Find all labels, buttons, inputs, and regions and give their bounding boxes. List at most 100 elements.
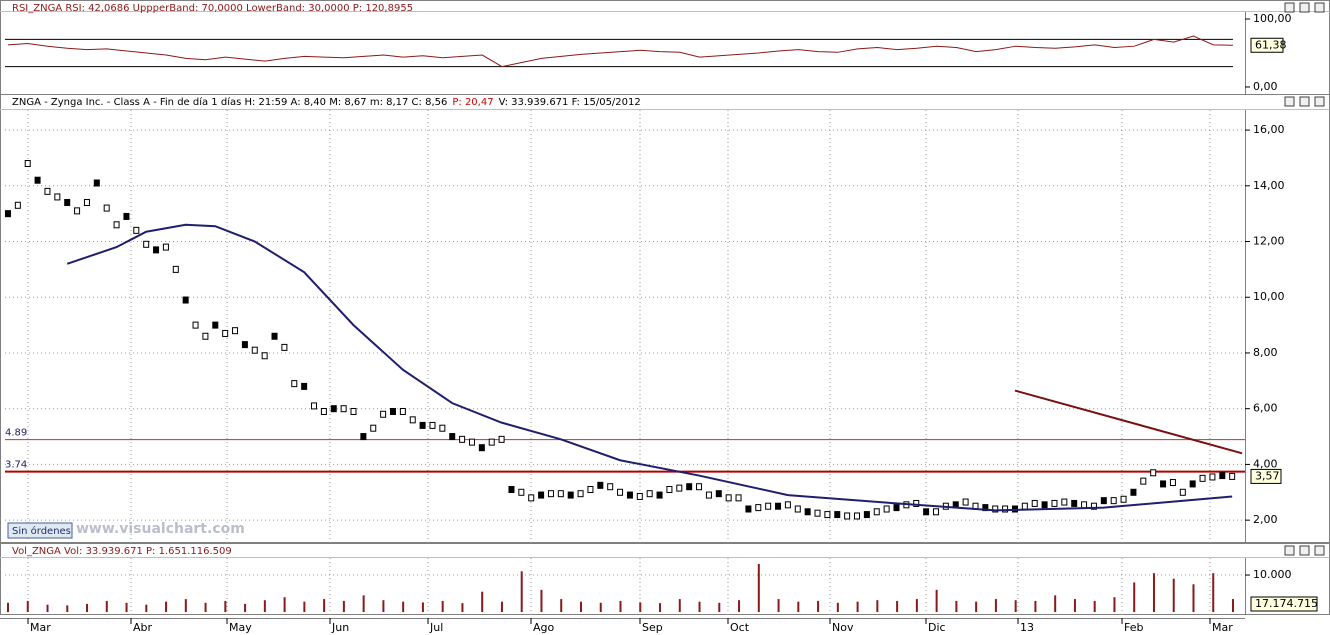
price-candle: [488, 438, 495, 446]
price-candle: [380, 410, 387, 418]
price-candle: [1081, 501, 1088, 509]
price-candle: [538, 491, 545, 499]
price-candle: [656, 491, 663, 499]
volume-bar: [1192, 584, 1195, 613]
price-candle: [854, 512, 861, 520]
window-button[interactable]: [1284, 96, 1295, 107]
volume-bar: [224, 600, 227, 613]
price-candle: [705, 491, 712, 499]
price-candle: [172, 265, 179, 273]
window-button[interactable]: [1284, 545, 1295, 556]
price-candle: [222, 329, 229, 337]
header-part: ZNGA - Zynga Inc. - Class A - Fin de día…: [12, 96, 447, 108]
y-tick-label: 8,00: [1253, 346, 1278, 359]
price-candle: [419, 421, 426, 429]
last-value-box: [1250, 37, 1284, 53]
price-candle: [725, 494, 732, 502]
y-tick-label: 0,00: [1253, 80, 1278, 93]
volume-bar: [461, 603, 464, 613]
x-tick-label: Nov: [832, 621, 854, 634]
price-candle: [666, 486, 673, 494]
volume-bar: [303, 601, 306, 613]
price-candle: [498, 435, 505, 443]
price-candle: [567, 491, 574, 499]
price-candle: [103, 204, 110, 212]
price-candle: [429, 421, 436, 429]
panel-header: RSI_ZNGA RSI: 42,0686 UppperBand: 70,000…: [12, 3, 413, 14]
indicator-line: [66, 223, 1233, 512]
price-candle: [745, 505, 752, 513]
price-candle: [1189, 480, 1196, 488]
x-tick-label: Sep: [642, 621, 663, 634]
x-tick-label: Abr: [133, 621, 153, 634]
panel-header: ZNGA - Zynga Inc. - Class A - Fin de día…: [12, 96, 641, 108]
price-candle: [617, 488, 624, 496]
volume-bar: [1073, 599, 1076, 613]
volume-bar: [105, 600, 108, 613]
y-tick-label: 6,00: [1253, 402, 1278, 415]
price-candle: [439, 424, 446, 432]
last-value-box: [1250, 596, 1318, 612]
window-button[interactable]: [1314, 2, 1325, 13]
header-part: V: 33.939.671 F: 15/05/2012: [499, 97, 641, 108]
price-candle: [518, 488, 525, 496]
price-candle: [44, 187, 51, 195]
x-tick-label: Feb: [1124, 621, 1143, 634]
price-candle: [607, 483, 614, 491]
volume-bar: [698, 601, 701, 613]
panel-header: Vol_ZNGA Vol: 33.939.671 P: 1.651.116.50…: [12, 546, 232, 557]
price-candle: [913, 499, 920, 507]
volume-bar: [402, 601, 405, 613]
volume-bar: [718, 602, 721, 613]
price-candle: [1169, 479, 1176, 487]
volume-bar: [1014, 600, 1017, 613]
price-candle: [735, 494, 742, 502]
price-candle: [281, 343, 288, 351]
volume-bar: [441, 600, 444, 613]
price-candle: [923, 508, 930, 516]
volume-bar: [66, 605, 69, 613]
volume-bar: [1093, 600, 1096, 613]
price-candle: [863, 511, 870, 519]
last-value: 17.174.715: [1255, 597, 1318, 610]
price-candle: [202, 332, 209, 340]
price-candle: [93, 179, 100, 187]
level-label: 4.89: [5, 428, 27, 439]
price-candle: [399, 407, 406, 415]
price-candle: [1209, 473, 1216, 481]
price-candle: [64, 199, 71, 207]
volume-bar: [86, 603, 89, 613]
volume-bar: [520, 571, 523, 613]
volume-bar: [342, 600, 345, 613]
window-button[interactable]: [1284, 2, 1295, 13]
price-candle: [1110, 497, 1117, 505]
volume-bar: [876, 600, 879, 613]
volume-bar: [797, 601, 800, 613]
price-candle: [587, 486, 594, 494]
window-button[interactable]: [1299, 545, 1310, 556]
orders-button[interactable]: [7, 522, 73, 539]
x-tick-label: May: [229, 621, 252, 634]
price-candle: [468, 438, 475, 446]
volume-bar: [46, 604, 49, 613]
volume-bar: [777, 599, 780, 613]
watermark: www.visualchart.com: [76, 521, 245, 537]
price-candle: [24, 159, 31, 167]
volume-bar: [994, 599, 997, 613]
volume-bar: [540, 589, 543, 613]
price-candle: [162, 243, 169, 251]
x-tick-label: Ago: [533, 621, 555, 634]
volume-bar: [421, 602, 424, 613]
price-candle: [340, 405, 347, 413]
price-candle: [636, 492, 643, 500]
window-button[interactable]: [1314, 545, 1325, 556]
last-value: 61,38: [1255, 38, 1287, 51]
price-candle: [182, 296, 189, 304]
window-button[interactable]: [1314, 96, 1325, 107]
price-candle: [1120, 495, 1127, 503]
window-button[interactable]: [1299, 96, 1310, 107]
price-candle: [784, 501, 791, 509]
window-button[interactable]: [1299, 2, 1310, 13]
